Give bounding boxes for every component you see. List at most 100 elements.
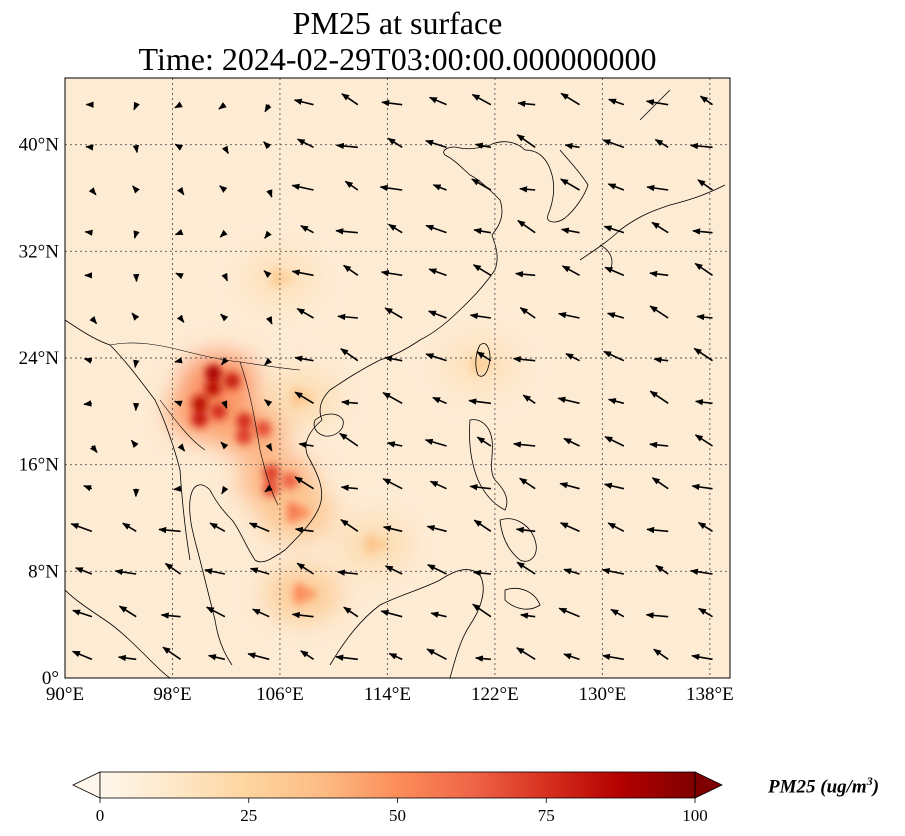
- wind-arrow: [655, 564, 669, 575]
- pm25-hotspot-cell: [270, 267, 283, 280]
- wind-arrow: [604, 435, 625, 447]
- lon-tick-label: 106°E: [256, 684, 304, 705]
- wind-arrow: [476, 436, 492, 447]
- wind-arrow: [429, 480, 447, 490]
- pm25-patch: [181, 352, 258, 409]
- pm25-hotspot-cell: [192, 395, 209, 412]
- wind-arrow: [133, 101, 140, 111]
- wind-arrow: [122, 522, 137, 533]
- wind-arrow: [603, 350, 625, 362]
- wind-arrow: [646, 526, 669, 534]
- wind-arrow: [694, 434, 713, 447]
- lon-tick-label: 114°E: [364, 684, 411, 705]
- wind-arrow: [249, 567, 270, 575]
- wind-arrow: [697, 521, 713, 533]
- wind-arrow: [174, 101, 183, 109]
- wind-arrow: [85, 144, 94, 151]
- wind-arrow: [263, 270, 272, 278]
- coastline-gulf-thailand: [189, 484, 256, 666]
- colorbar-extend-low: [72, 771, 101, 799]
- wind-arrow: [204, 568, 226, 575]
- wind-arrow: [474, 142, 492, 149]
- wind-arrow: [294, 355, 314, 362]
- wind-arrow: [693, 347, 713, 362]
- wind-arrow: [512, 356, 536, 363]
- wind-arrow: [691, 653, 713, 661]
- colorbar: 0 25 50 75 100: [72, 771, 723, 825]
- wind-arrow: [177, 186, 185, 196]
- wind-arrow: [428, 96, 447, 106]
- wind-arrow: [653, 648, 669, 660]
- wind-arrow: [388, 652, 403, 661]
- pm25-hotspot-cell: [236, 412, 253, 429]
- wind-arrow: [266, 189, 273, 198]
- wind-arrow: [603, 482, 625, 490]
- wind-arrow: [428, 268, 447, 277]
- wind-arrow: [468, 398, 491, 405]
- wind-arrow: [608, 98, 625, 106]
- wind-arrow: [341, 93, 359, 106]
- wind-arrow: [174, 229, 184, 236]
- wind-arrow: [697, 179, 713, 191]
- wind-arrow: [517, 219, 536, 234]
- wind-arrow: [645, 612, 669, 619]
- lon-tick-label: 138°E: [686, 684, 734, 705]
- pm25-hotspot-cell: [254, 420, 271, 437]
- border-china-southwest: [109, 342, 301, 371]
- wind-arrow: [469, 312, 491, 320]
- wind-arrow: [476, 351, 492, 362]
- pm25-hotspot-cell: [303, 588, 316, 600]
- wind-arrow: [264, 399, 273, 407]
- map-plot-area: [65, 78, 730, 678]
- wind-arrow: [469, 483, 491, 491]
- wind-arrow: [649, 305, 669, 319]
- pm25-hotspot-cell: [235, 428, 252, 445]
- wind-arrow: [381, 99, 403, 107]
- wind-arrow: [520, 612, 536, 619]
- wind-arrow: [512, 441, 536, 448]
- wind-arrow: [426, 648, 447, 661]
- wind-arrow: [426, 564, 447, 575]
- wind-arrow: [294, 476, 314, 490]
- coastline-sumatra: [65, 589, 171, 678]
- wind-arrow: [519, 186, 536, 193]
- coastline-hainan: [313, 413, 344, 437]
- wind-arrow: [207, 654, 226, 661]
- wind-arrow: [522, 394, 536, 404]
- wind-arrow: [651, 221, 669, 234]
- pm25-hotspot-cell: [286, 510, 299, 523]
- wind-arrow: [653, 356, 669, 364]
- wind-arrow: [84, 229, 93, 236]
- wind-arrow: [71, 650, 93, 661]
- wind-arrow: [382, 525, 403, 533]
- pm25-hotspot-cell: [293, 592, 306, 605]
- coastline-taiwan: [475, 343, 491, 377]
- wind-arrow: [291, 183, 314, 191]
- pm25-field-layer: [168, 250, 519, 622]
- wind-arrow: [175, 272, 184, 280]
- wind-arrow: [83, 485, 93, 492]
- lat-tick-label: 8°N: [28, 561, 59, 582]
- coastline-philippines-south: [499, 518, 541, 610]
- wind-arrow: [601, 653, 625, 661]
- colorbar-title-text: PM25 (ug/m: [768, 776, 867, 798]
- wind-arrow: [340, 519, 359, 532]
- wind-arrow: [300, 225, 314, 234]
- wind-arrow: [384, 355, 403, 362]
- wind-arrow: [384, 307, 403, 319]
- wind-arrow: [557, 396, 580, 405]
- pm25-hotspot-cell: [293, 583, 306, 596]
- wind-arrow: [130, 439, 139, 448]
- pm25-hotspot-cell: [297, 506, 310, 519]
- wind-arrow: [518, 477, 536, 490]
- wind-arrow: [247, 652, 270, 661]
- wind-arrow: [264, 230, 272, 239]
- wind-arrow: [649, 441, 669, 449]
- wind-arrow: [133, 230, 140, 239]
- wind-arrow: [380, 609, 403, 618]
- wind-arrow: [133, 359, 140, 369]
- wind-arrow: [336, 569, 358, 576]
- wind-arrow: [654, 138, 669, 149]
- wind-arrow: [516, 134, 536, 148]
